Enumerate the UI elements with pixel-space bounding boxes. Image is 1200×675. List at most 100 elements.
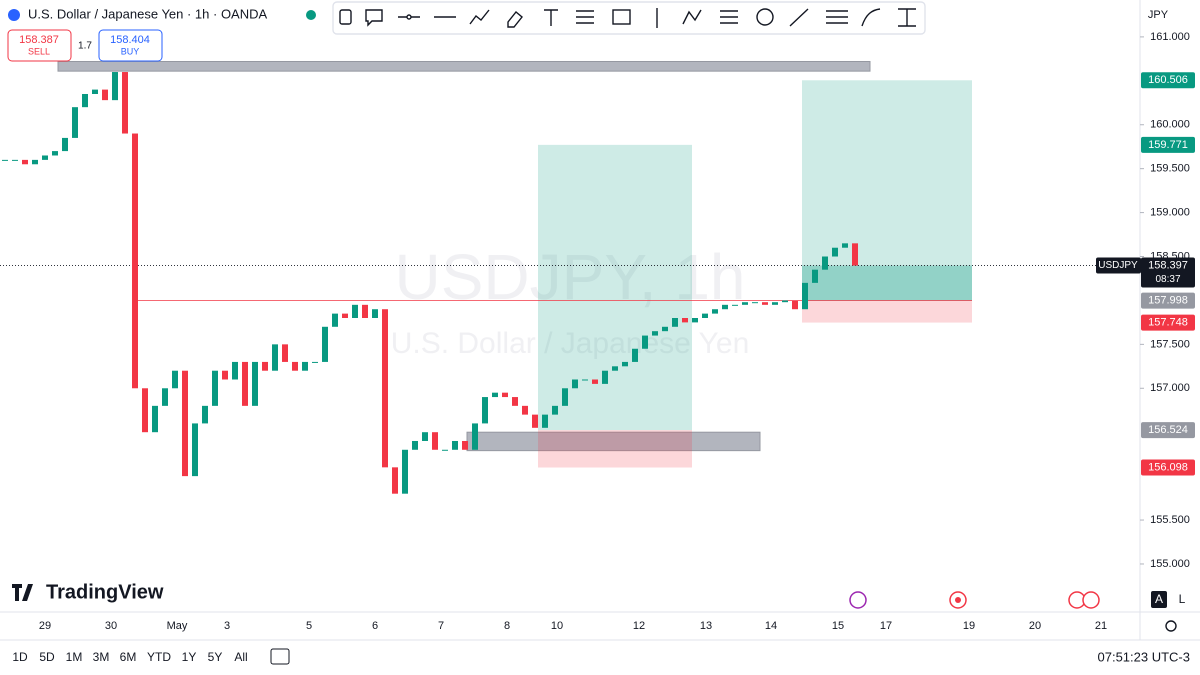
candle [482, 397, 488, 424]
price-label-bg [1141, 422, 1195, 439]
range-button[interactable]: 6M [120, 650, 137, 664]
range-button[interactable]: 1M [66, 650, 83, 664]
open-profit [802, 265, 972, 301]
price-label-bg [1141, 72, 1195, 89]
candle [512, 397, 518, 406]
currency: JPY [1148, 9, 1169, 21]
candle [702, 313, 708, 319]
buy-price: 158.404 [110, 34, 150, 46]
settings-icon[interactable] [1165, 620, 1177, 632]
candle [252, 361, 258, 406]
y-tick-label: 155.000 [1150, 558, 1190, 570]
price-label-bg [1141, 292, 1195, 309]
candle [422, 432, 428, 441]
tool-circle[interactable] [756, 8, 774, 26]
candle [322, 326, 328, 362]
candle [22, 159, 28, 165]
candle [192, 423, 198, 477]
tool-trendline[interactable] [789, 8, 809, 27]
candle [652, 331, 658, 336]
candle [662, 326, 668, 332]
candle [222, 370, 228, 380]
candle [722, 304, 728, 310]
x-tick-label: 29 [39, 620, 51, 632]
price-label-bg [1141, 314, 1195, 331]
candle [792, 300, 798, 310]
drag-handle[interactable] [339, 9, 352, 25]
tool-callout[interactable] [365, 9, 383, 27]
symbol-tag: USDJPY [1098, 260, 1138, 271]
range-button[interactable]: 1Y [182, 650, 197, 664]
price-label: 156.098 [1148, 461, 1188, 473]
tool-text[interactable] [544, 9, 558, 26]
range-button[interactable]: 5Y [208, 650, 223, 664]
drawing-toolbar [332, 1, 926, 35]
tool-path[interactable] [469, 9, 490, 25]
x-tick-label: 13 [700, 620, 712, 632]
log-scale-label[interactable]: L [1179, 592, 1186, 606]
candle [172, 370, 178, 389]
candle [342, 313, 348, 319]
tool-channel[interactable] [826, 10, 848, 24]
candle [232, 361, 238, 380]
candle [302, 361, 308, 371]
candle [402, 449, 408, 494]
candle [242, 361, 248, 406]
candle [632, 348, 638, 362]
x-tick-label: 14 [765, 620, 777, 632]
x-tick-label: 30 [105, 620, 117, 632]
candle [562, 388, 568, 406]
loss-zone [538, 430, 692, 468]
candle [642, 335, 648, 349]
tool-fib[interactable] [576, 10, 594, 24]
tool-measure[interactable] [898, 8, 916, 27]
x-tick-label: 17 [880, 620, 892, 632]
logo: TradingView [46, 581, 164, 603]
sell-price: 158.387 [19, 34, 59, 46]
event-icon[interactable] [849, 591, 867, 609]
candle [52, 151, 58, 156]
candle [492, 392, 498, 398]
candle [502, 392, 508, 398]
candle [362, 304, 368, 319]
tool-gann[interactable] [720, 10, 738, 24]
tool-rectangle[interactable] [612, 9, 631, 25]
range-button[interactable]: 5D [39, 650, 55, 664]
candle [292, 361, 298, 371]
tool-pattern[interactable] [682, 9, 702, 25]
event-icon[interactable] [1082, 591, 1100, 609]
candle [472, 423, 478, 450]
candle [272, 344, 278, 371]
candle [822, 256, 828, 270]
candle [462, 440, 468, 450]
range-button[interactable]: All [234, 650, 247, 664]
candle [372, 309, 378, 319]
clock: 07:51:23 UTC-3 [1098, 649, 1191, 664]
candle [832, 247, 838, 257]
spread: 1.7 [78, 41, 92, 52]
auto-scale-label: A [1155, 592, 1163, 606]
candle [842, 243, 848, 248]
price-label: 157.998 [1148, 295, 1188, 307]
range-button[interactable]: 1D [12, 650, 28, 664]
tool-eraser[interactable] [507, 11, 523, 28]
candle [122, 72, 128, 134]
auto-scale-button[interactable] [1151, 591, 1167, 608]
range-button[interactable]: 3M [93, 650, 110, 664]
candle [162, 388, 168, 406]
buy-button[interactable] [98, 29, 163, 62]
range-button[interactable]: YTD [147, 650, 171, 664]
candle [32, 159, 38, 165]
y-tick-label: 157.000 [1150, 382, 1190, 394]
sell-button[interactable] [7, 29, 72, 62]
candle [152, 405, 158, 433]
tool-curve[interactable] [861, 8, 881, 27]
candle [382, 309, 388, 468]
candle [762, 302, 768, 305]
candle [312, 361, 318, 363]
countdown: 08:37 [1155, 274, 1180, 285]
logo-mark [12, 584, 33, 601]
date-range-icon[interactable] [270, 648, 290, 665]
candle [92, 89, 98, 94]
x-tick-label: 12 [633, 620, 645, 632]
